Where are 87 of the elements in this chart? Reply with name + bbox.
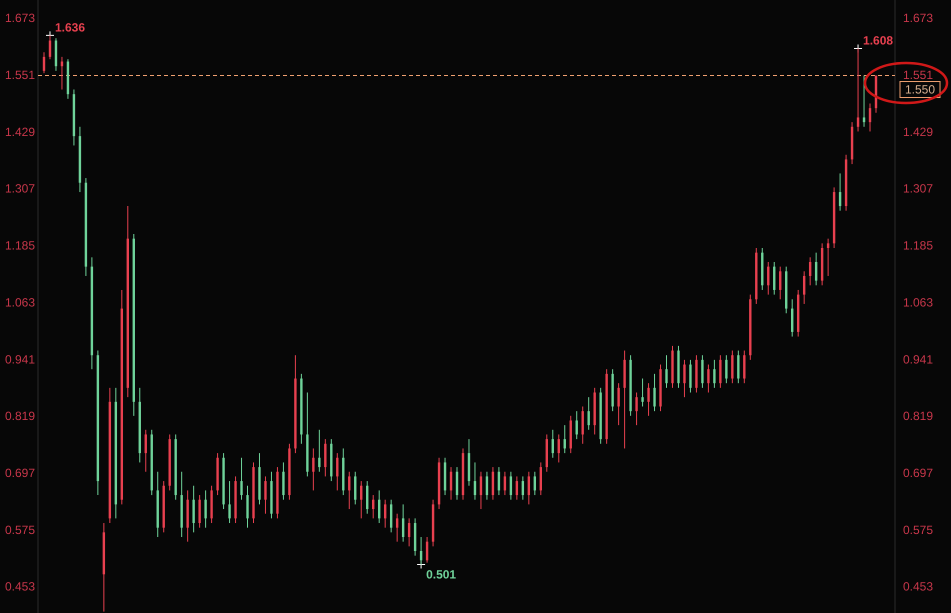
candlestick — [701, 354, 704, 388]
candlestick — [366, 480, 368, 514]
candlestick — [767, 261, 770, 296]
candlestick — [408, 518, 410, 547]
candlestick — [402, 504, 404, 542]
candlestick — [324, 438, 327, 477]
y2-tick-label: 1.551 — [902, 68, 934, 82]
annotation: 1.636 — [54, 20, 86, 34]
candlestick — [731, 350, 734, 384]
candlestick — [510, 471, 512, 500]
candlestick — [504, 471, 506, 496]
candlestick — [707, 364, 710, 394]
candlestick — [552, 429, 554, 458]
candlestick — [582, 406, 584, 444]
y2-tick-label: 1.673 — [902, 11, 934, 26]
y-tick-label: 0.697 — [4, 466, 36, 480]
candlestick — [713, 359, 716, 388]
annotation: 1.608 — [863, 33, 894, 48]
candlestick — [737, 350, 740, 384]
candlestick — [725, 354, 728, 384]
candlestick — [384, 499, 386, 528]
candlestick — [779, 266, 782, 300]
candlestick — [814, 252, 818, 286]
candlestick — [336, 452, 338, 491]
candlestick — [360, 480, 362, 519]
annotation: 0.501 — [426, 568, 456, 582]
candlestick — [198, 494, 201, 528]
candlestick — [773, 261, 776, 296]
y2-tick-label: 1.063 — [902, 295, 934, 310]
candlestick — [743, 350, 746, 384]
candlestick — [282, 462, 285, 500]
y2-tick-label: 0.453 — [902, 580, 934, 594]
y-tick-label: 0.941 — [4, 352, 36, 366]
candlestick — [534, 471, 536, 496]
candlestick — [420, 536, 422, 566]
candlestick — [564, 424, 566, 454]
y-tick-label: 1.307 — [4, 182, 36, 196]
y-tick-label: 1.551 — [4, 68, 36, 82]
candlestick — [719, 354, 722, 388]
candlestick — [378, 490, 380, 524]
candlestick — [522, 476, 524, 500]
y2-tick-label: 0.941 — [902, 352, 934, 366]
y-tick-label: 1.429 — [4, 124, 36, 139]
candlestick — [808, 256, 812, 286]
candlestick — [204, 490, 207, 528]
y2-tick-label: 0.697 — [902, 466, 934, 480]
ref-line-label: 1.550 — [904, 82, 936, 97]
candlestick — [558, 434, 560, 463]
candlestick — [480, 471, 482, 510]
candlestick — [617, 382, 620, 426]
candlestick — [826, 238, 830, 276]
y-tick-label: 1.673 — [4, 11, 36, 26]
y2-tick-label: 1.185 — [902, 238, 934, 253]
y-tick-label: 0.575 — [4, 522, 36, 537]
candlestick — [348, 471, 350, 510]
y-tick-label: 1.063 — [4, 295, 36, 310]
y-tick-label: 0.453 — [4, 580, 36, 594]
candlestick — [492, 466, 494, 500]
candlestick — [791, 298, 794, 338]
candlestick — [528, 471, 530, 505]
candlestick — [540, 462, 542, 496]
candlestick — [838, 172, 842, 212]
y-tick-label: 0.819 — [4, 409, 36, 424]
candlestick — [228, 480, 231, 524]
candlestick — [587, 396, 590, 430]
candlestick — [192, 485, 195, 533]
candlestick — [635, 392, 638, 426]
candlestick — [354, 471, 356, 505]
candlestick — [641, 378, 644, 407]
candlestick — [144, 429, 147, 472]
candlestick — [426, 536, 428, 564]
candlestick — [318, 429, 321, 472]
candlestick — [312, 448, 315, 491]
y-tick-label: 1.185 — [4, 238, 36, 253]
candlestick — [390, 499, 392, 533]
candlestick — [576, 410, 578, 440]
y2-tick-label: 0.819 — [902, 409, 934, 424]
y2-tick-label: 1.429 — [902, 124, 934, 139]
y2-tick-label: 0.575 — [902, 522, 934, 537]
candlestick — [396, 513, 398, 542]
candlestick — [689, 359, 692, 394]
candlestick — [498, 466, 500, 496]
candlestick — [516, 476, 518, 500]
candlestick — [802, 270, 806, 304]
candlestick — [372, 494, 374, 519]
candlestick — [486, 471, 488, 500]
y2-tick-label: 1.307 — [902, 182, 934, 196]
